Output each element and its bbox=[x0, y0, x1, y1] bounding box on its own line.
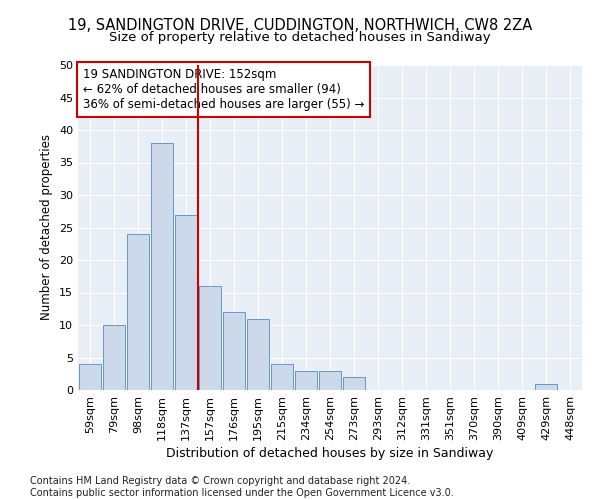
Bar bbox=[103, 325, 125, 390]
X-axis label: Distribution of detached houses by size in Sandiway: Distribution of detached houses by size … bbox=[166, 447, 494, 460]
Bar bbox=[79, 364, 101, 390]
Bar bbox=[295, 370, 317, 390]
Bar bbox=[343, 377, 365, 390]
Bar bbox=[271, 364, 293, 390]
Text: Size of property relative to detached houses in Sandiway: Size of property relative to detached ho… bbox=[109, 31, 491, 44]
Bar bbox=[319, 370, 341, 390]
Bar bbox=[223, 312, 245, 390]
Bar bbox=[247, 318, 269, 390]
Text: 19, SANDINGTON DRIVE, CUDDINGTON, NORTHWICH, CW8 2ZA: 19, SANDINGTON DRIVE, CUDDINGTON, NORTHW… bbox=[68, 18, 532, 32]
Bar bbox=[175, 214, 197, 390]
Bar bbox=[151, 143, 173, 390]
Text: Contains HM Land Registry data © Crown copyright and database right 2024.
Contai: Contains HM Land Registry data © Crown c… bbox=[30, 476, 454, 498]
Bar bbox=[535, 384, 557, 390]
Bar bbox=[199, 286, 221, 390]
Y-axis label: Number of detached properties: Number of detached properties bbox=[40, 134, 53, 320]
Text: 19 SANDINGTON DRIVE: 152sqm
← 62% of detached houses are smaller (94)
36% of sem: 19 SANDINGTON DRIVE: 152sqm ← 62% of det… bbox=[83, 68, 364, 112]
Bar bbox=[127, 234, 149, 390]
